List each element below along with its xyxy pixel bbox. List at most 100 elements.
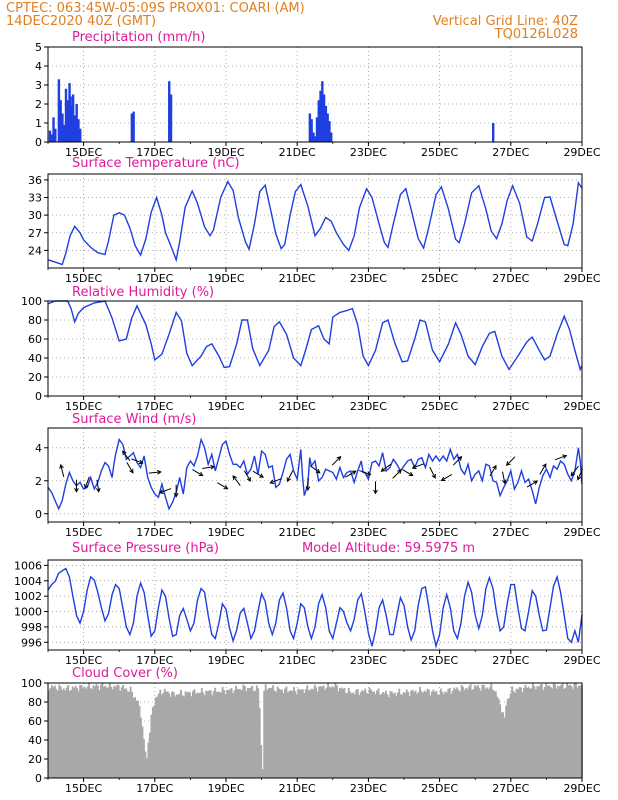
cloud-bar <box>514 692 517 778</box>
cloud-bar <box>129 686 132 778</box>
cloud-bar <box>456 687 459 778</box>
cloud-bar <box>153 705 156 778</box>
precip-bar <box>64 88 68 142</box>
cloud-bar <box>86 686 89 778</box>
precip-bar <box>73 115 77 142</box>
cloud-bar <box>261 769 264 778</box>
panel-frame <box>47 559 583 651</box>
cloud-bar <box>240 690 243 778</box>
cloud-bar <box>435 690 438 778</box>
cloud-bar <box>270 687 273 778</box>
cloud-bar <box>462 686 465 778</box>
cloud-bar <box>368 687 371 778</box>
cloud-bar <box>370 689 373 778</box>
wind-arrow-head <box>198 471 204 477</box>
cloud-bar <box>382 691 384 778</box>
cloud-bar <box>422 692 424 778</box>
cloud-bar <box>132 697 135 778</box>
y-tick-label: 0 <box>35 136 42 149</box>
cloud-bar <box>101 683 104 778</box>
y-tick-label: 1002 <box>14 590 42 603</box>
wind-arrow <box>402 469 413 476</box>
cloud-bar <box>263 690 266 778</box>
cloud-bar <box>74 685 77 778</box>
cloud-bar <box>454 689 457 778</box>
cloud-bar <box>358 695 361 778</box>
cloud-bar <box>294 691 297 778</box>
cloud-bar <box>238 688 240 778</box>
x-tick-label: 23DEC <box>350 526 387 539</box>
cloud-bar <box>561 683 564 778</box>
x-tick-label: 27DEC <box>492 782 529 795</box>
cloud-bar <box>425 691 427 778</box>
x-tick-label: 25DEC <box>421 782 458 795</box>
cloud-bar <box>416 693 419 778</box>
cloud-bar <box>447 688 450 778</box>
cloud-bar <box>376 690 378 778</box>
cloud-bar <box>134 697 136 778</box>
x-tick-label: 17DEC <box>136 654 173 667</box>
wind-arrow <box>554 455 567 461</box>
precip-bar <box>315 117 319 142</box>
cloud-bar <box>315 687 318 778</box>
wind-arrow-head <box>95 487 101 493</box>
cloud-bar <box>557 685 560 778</box>
y-tick-label: 5 <box>35 41 42 54</box>
cloud-bar <box>98 690 101 778</box>
cloud-bar <box>352 692 355 778</box>
cloud-bar <box>404 693 407 778</box>
cloud-bar <box>95 684 98 778</box>
cloud-bar <box>183 696 185 778</box>
x-tick-label: 29DEC <box>563 654 600 667</box>
precip-bar <box>59 100 62 142</box>
cloud-bar <box>526 687 528 778</box>
panel-frame <box>47 46 583 143</box>
cloud-bar <box>258 707 261 778</box>
x-tick-label: 23DEC <box>350 272 387 285</box>
cloud-bar <box>420 691 423 778</box>
cloud-bar <box>269 687 272 778</box>
cloud-bar <box>353 694 356 778</box>
series-line <box>47 567 583 649</box>
cloud-bar <box>546 686 549 778</box>
cloud-bar <box>408 696 411 778</box>
cloud-bar <box>493 691 496 778</box>
cloud-bar <box>56 690 59 778</box>
y-tick-label: 1000 <box>14 606 42 619</box>
cloud-bar <box>374 694 377 778</box>
cloud-bar <box>521 692 524 778</box>
cloud-bar <box>209 690 212 778</box>
cloud-bar <box>200 688 203 778</box>
cloud-bar <box>147 742 150 778</box>
cloud-bar <box>423 690 426 778</box>
cloud-bar <box>349 691 352 778</box>
wind-arrow-head <box>129 468 134 474</box>
wind-arrow <box>159 488 172 494</box>
cloud-bar <box>65 687 68 778</box>
cloud-bar <box>371 692 374 778</box>
cloud-bar <box>73 687 76 778</box>
cloud-bar <box>444 691 447 778</box>
wind-arrow-head <box>431 473 436 479</box>
cloud-bar <box>203 695 206 778</box>
cloud-bar <box>445 692 448 778</box>
y-tick-label: 0 <box>35 508 42 521</box>
cloud-bar <box>439 688 442 778</box>
wind-arrow <box>539 463 547 475</box>
panel-annotation: Model Altitude: 59.5975 m <box>302 541 475 556</box>
wind-arrow-head <box>246 476 251 482</box>
cloud-bar <box>511 686 514 778</box>
cloud-bar <box>474 685 476 778</box>
x-tick-label: 21DEC <box>279 400 316 413</box>
cloud-bar <box>333 687 335 778</box>
panel-frame <box>47 682 583 779</box>
cloud-bar <box>89 688 92 778</box>
header-model-id: TQ0126L028 <box>494 27 578 42</box>
cloud-bar <box>49 688 52 778</box>
panel-title: Surface Wind (m/s) <box>72 412 196 427</box>
cloud-bar <box>343 687 346 778</box>
cloud-bar <box>534 689 537 778</box>
cloud-bar <box>159 689 162 778</box>
cloud-bar <box>232 693 234 778</box>
cloud-bar <box>304 689 307 778</box>
